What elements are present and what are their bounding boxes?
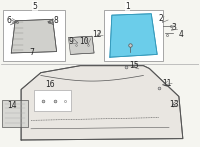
Text: 15: 15: [129, 61, 138, 70]
Text: 9: 9: [69, 37, 74, 46]
Polygon shape: [21, 66, 183, 140]
Text: 1: 1: [125, 1, 130, 11]
Polygon shape: [110, 14, 157, 57]
Text: 10: 10: [79, 37, 89, 46]
Text: 16: 16: [45, 81, 55, 90]
FancyBboxPatch shape: [104, 10, 163, 61]
Polygon shape: [68, 36, 94, 54]
Polygon shape: [11, 19, 57, 53]
Text: 6: 6: [7, 16, 12, 25]
FancyBboxPatch shape: [34, 90, 71, 111]
Text: 3: 3: [172, 23, 176, 32]
Text: 13: 13: [169, 100, 179, 109]
Text: 5: 5: [32, 1, 37, 11]
Text: 11: 11: [162, 79, 172, 88]
Text: 8: 8: [53, 16, 58, 25]
Text: 7: 7: [30, 48, 34, 57]
Text: 12: 12: [92, 30, 102, 39]
Text: 4: 4: [178, 30, 183, 39]
Text: 14: 14: [7, 101, 17, 110]
FancyBboxPatch shape: [3, 10, 64, 61]
Text: 2: 2: [159, 14, 164, 23]
FancyBboxPatch shape: [2, 100, 28, 127]
